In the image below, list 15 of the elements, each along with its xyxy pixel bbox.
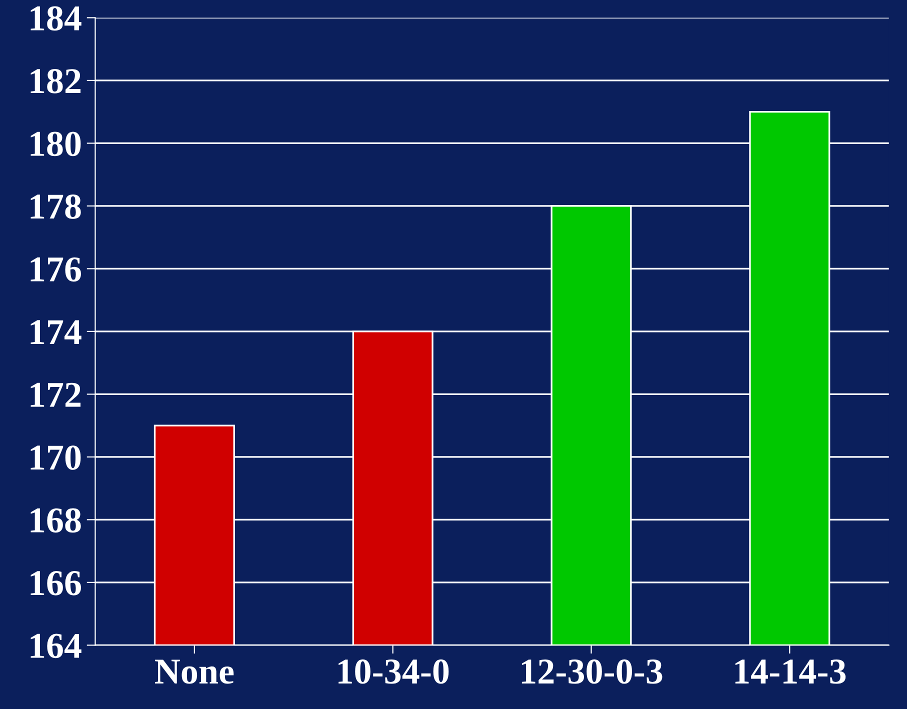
y-tick-label: 174 <box>30 320 82 344</box>
y-tick-label: 168 <box>30 508 81 533</box>
y-tick-label: 184 <box>30 6 82 31</box>
y-tick-label: 178 <box>30 194 81 219</box>
x-tick-label: None <box>155 660 234 684</box>
y-tick-label: 166 <box>30 571 81 596</box>
y-tick-label: 170 <box>30 445 81 470</box>
y-tick-label: 180 <box>30 132 81 156</box>
y-tick-label: 182 <box>30 68 80 94</box>
x-tick-label: 12-30-0-3 <box>522 659 662 684</box>
y-tick-label: 164 <box>30 634 82 658</box>
x-tick-label: 14-14-3 <box>735 660 846 684</box>
y-tick-label: 176 <box>30 257 81 282</box>
x-tick-label: 10-34-0 <box>338 659 449 684</box>
y-tick-label: 172 <box>30 382 80 407</box>
